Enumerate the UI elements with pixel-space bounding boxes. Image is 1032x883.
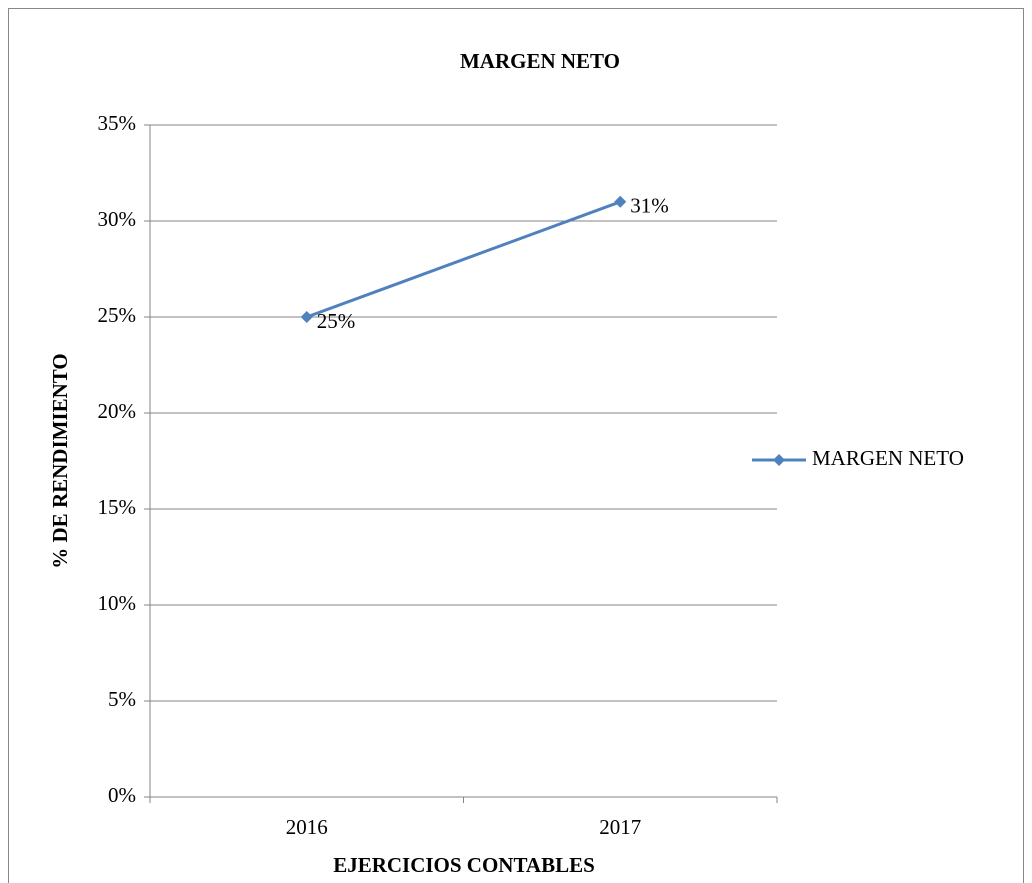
marker bbox=[300, 311, 313, 323]
chart-frame bbox=[8, 8, 1024, 883]
y-axis-label: % DE RENDIMIENTO bbox=[48, 353, 72, 568]
line bbox=[306, 200, 621, 319]
data-label: 31% bbox=[630, 194, 669, 218]
y-tick-label: 35% bbox=[98, 111, 137, 135]
y-tick-label: 10% bbox=[98, 591, 137, 615]
chart-title: MARGEN NETO bbox=[460, 49, 620, 73]
y-tick-label: 5% bbox=[108, 687, 136, 711]
y-tick-label: 30% bbox=[98, 207, 137, 231]
y-tick-label: 25% bbox=[98, 303, 137, 327]
y-tick-label: 15% bbox=[98, 495, 137, 519]
x-tick-label: 2016 bbox=[286, 815, 328, 839]
legend-marker bbox=[773, 454, 785, 466]
x-tick-label: 2017 bbox=[599, 815, 641, 839]
y-tick-label: 0% bbox=[108, 783, 136, 807]
y-tick-label: 20% bbox=[98, 399, 137, 423]
marker bbox=[614, 195, 627, 208]
x-axis-label: EJERCICIOS CONTABLES bbox=[333, 853, 595, 877]
legend-label: MARGEN NETO bbox=[812, 446, 964, 470]
data-label: 25% bbox=[317, 309, 356, 333]
